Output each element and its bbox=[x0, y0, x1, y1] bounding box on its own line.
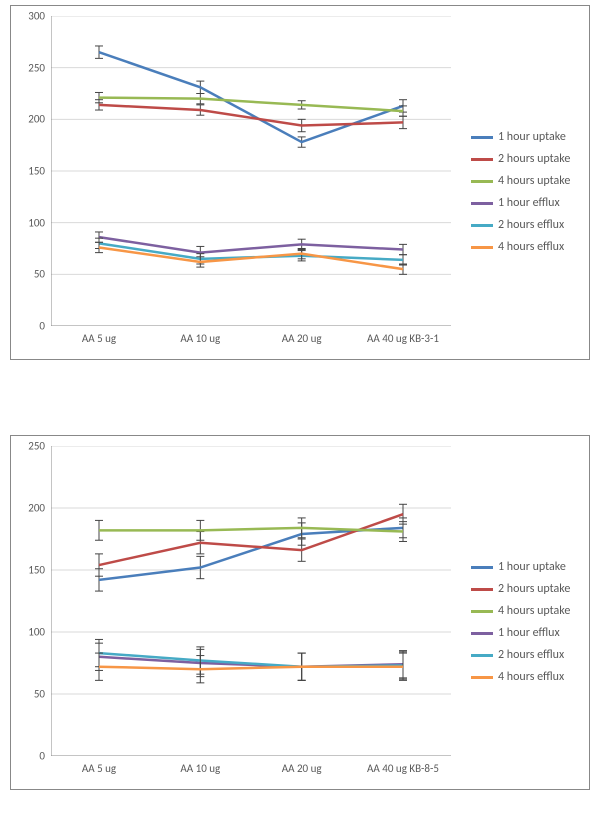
chart-top-legend-label: 4 hours efflux bbox=[498, 240, 564, 254]
chart-top-legend-label: 1 hour efflux bbox=[498, 196, 560, 210]
chart-bottom-legend-label: 1 hour uptake bbox=[498, 560, 566, 574]
chart-top-legend-swatch bbox=[471, 202, 493, 205]
chart-bottom-legend-swatch bbox=[471, 588, 493, 591]
chart-bottom-legend-item: 1 hour efflux bbox=[471, 622, 570, 644]
chart-top-legend-swatch bbox=[471, 224, 493, 227]
chart-top-x-tick-label: AA 5 ug bbox=[82, 332, 116, 345]
chart-bottom-y-tick-label: 250 bbox=[28, 440, 45, 453]
chart-bottom-legend-swatch bbox=[471, 676, 493, 679]
chart-bottom-legend-label: 2 hours efflux bbox=[498, 648, 564, 662]
chart-bottom-y-tick-label: 100 bbox=[28, 626, 45, 639]
chart-bottom-legend-label: 4 hours uptake bbox=[498, 604, 570, 618]
chart-bottom-legend: 1 hour uptake 2 hours uptake 4 hours uptak… bbox=[471, 556, 570, 688]
chart-top-legend-swatch bbox=[471, 180, 493, 183]
chart-top-y-tick-label: 150 bbox=[28, 165, 45, 178]
chart-top-legend-item: 4 hours uptake bbox=[471, 170, 570, 192]
chart-top-legend-label: 1 hour uptake bbox=[498, 130, 566, 144]
chart-top-legend: 1 hour uptake 2 hours uptake 4 hours uptak… bbox=[471, 126, 570, 258]
chart-bottom-legend-label: 4 hours efflux bbox=[498, 670, 564, 684]
chart-bottom-x-tick-label: AA 20 ug bbox=[282, 762, 322, 775]
chart-bottom-series-2 bbox=[99, 528, 403, 532]
chart-bottom-legend-label: 2 hours uptake bbox=[498, 582, 570, 596]
chart-bottom-legend-swatch bbox=[471, 566, 493, 569]
chart-bottom-legend-swatch bbox=[471, 632, 493, 635]
chart-bottom-legend-label: 1 hour efflux bbox=[498, 626, 560, 640]
chart-bottom-legend-item: 4 hours uptake bbox=[471, 600, 570, 622]
chart-bottom-y-tick-label: 50 bbox=[34, 688, 45, 701]
chart-bottom-legend-item: 2 hours uptake bbox=[471, 578, 570, 600]
chart-top-x-tick-label: AA 10 ug bbox=[180, 332, 220, 345]
chart-top-legend-item: 1 hour uptake bbox=[471, 126, 570, 148]
chart-top-y-labels: 050100150200250300 bbox=[11, 16, 45, 326]
chart-bottom-series-5 bbox=[99, 667, 403, 669]
chart-top-box: 0 50 100 150 200 250 300 AA 5 ug AA 10 ug AA 20 u… bbox=[10, 5, 590, 360]
chart-bottom-legend-item: 2 hours efflux bbox=[471, 644, 570, 666]
chart-top-legend-label: 2 hours efflux bbox=[498, 218, 564, 232]
chart-bottom-legend-swatch bbox=[471, 610, 493, 613]
chart-top-legend-item: 1 hour efflux bbox=[471, 192, 570, 214]
chart-bottom-legend-swatch bbox=[471, 654, 493, 657]
chart-top-plot bbox=[51, 16, 451, 326]
chart-top-legend-swatch bbox=[471, 136, 493, 139]
chart-top-svg bbox=[51, 16, 451, 326]
chart-bottom-legend-item: 1 hour uptake bbox=[471, 556, 570, 578]
chart-top-y-tick-label: 300 bbox=[28, 10, 45, 23]
chart-bottom-x-tick-label: AA 10 ug bbox=[180, 762, 220, 775]
chart-bottom-x-tick-label: AA 40 ug KB-8-5 bbox=[367, 762, 439, 775]
chart-bottom-svg bbox=[51, 446, 451, 756]
chart-top-y-tick-label: 250 bbox=[28, 61, 45, 74]
chart-top-x-tick-label: AA 20 ug bbox=[282, 332, 322, 345]
chart-top-y-tick-label: 100 bbox=[28, 216, 45, 229]
chart-top-legend-item: 2 hours uptake bbox=[471, 148, 570, 170]
chart-bottom-x-labels: AA 5 ug AA 10 ug AA 20 ug AA 40 ug KB-8-5 bbox=[51, 762, 451, 782]
chart-bottom-y-tick-label: 200 bbox=[28, 502, 45, 515]
chart-top-legend-label: 4 hours uptake bbox=[498, 174, 570, 188]
chart-bottom-legend-item: 4 hours efflux bbox=[471, 666, 570, 688]
chart-bottom-plot bbox=[51, 446, 451, 756]
chart-top-x-labels: AA 5 ug AA 10 ug AA 20 ug AA 40 ug KB-3-1 bbox=[51, 332, 451, 352]
chart-bottom-y-labels: 050100150200250 bbox=[11, 446, 45, 756]
chart-bottom-y-tick-label: 0 bbox=[39, 750, 45, 763]
chart-top-y-tick-label: 200 bbox=[28, 113, 45, 126]
chart-top-legend-swatch bbox=[471, 246, 493, 249]
chart-top-legend-swatch bbox=[471, 158, 493, 161]
chart-bottom-x-tick-label: AA 5 ug bbox=[82, 762, 116, 775]
chart-top-y-tick-label: 50 bbox=[34, 268, 45, 281]
chart-bottom-series-1 bbox=[99, 514, 403, 565]
chart-top-legend-item: 2 hours efflux bbox=[471, 214, 570, 236]
chart-top-legend-item: 4 hours efflux bbox=[471, 236, 570, 258]
chart-top-series-2 bbox=[99, 98, 403, 111]
chart-bottom-y-tick-label: 150 bbox=[28, 564, 45, 577]
chart-bottom-box: 050100150200250AA 5 ugAA 10 ugAA 20 ugAA… bbox=[10, 435, 590, 790]
chart-top-y-tick-label: 0 bbox=[39, 320, 45, 333]
chart-top-x-tick-label: AA 40 ug KB-3-1 bbox=[367, 332, 439, 345]
chart-top-legend-label: 2 hours uptake bbox=[498, 152, 570, 166]
